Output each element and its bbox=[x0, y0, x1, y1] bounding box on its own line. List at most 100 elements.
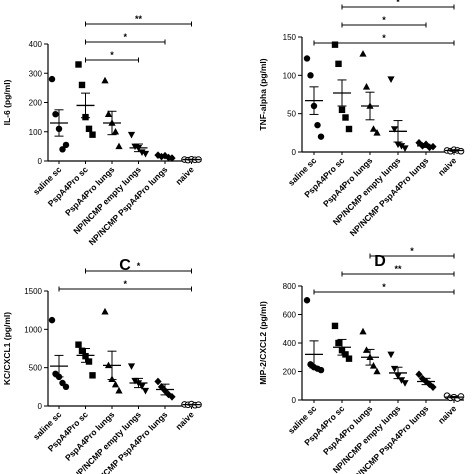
data-point bbox=[335, 60, 342, 68]
data-point bbox=[101, 76, 109, 84]
data-point bbox=[373, 129, 381, 136]
data-point bbox=[111, 380, 120, 388]
y-axis-label: MIP-2/CXCL2 (pg/ml) bbox=[258, 301, 268, 385]
y-axis-label: IL-6 (pg/ml) bbox=[2, 79, 12, 125]
y-tick-label: 800 bbox=[283, 282, 297, 291]
data-point bbox=[359, 50, 367, 57]
y-tick-label: 1500 bbox=[24, 287, 42, 296]
significance-label: * bbox=[382, 15, 386, 25]
data-point bbox=[78, 347, 86, 354]
data-point bbox=[338, 106, 346, 114]
y-axis-label: TNF-alpha (pg/ml) bbox=[258, 58, 268, 130]
y-tick-label: 400 bbox=[283, 339, 297, 348]
data-point bbox=[141, 387, 150, 395]
significance-label: * bbox=[382, 282, 386, 292]
y-tick-label: 100 bbox=[29, 128, 43, 137]
category-label: naive bbox=[173, 409, 196, 432]
significance-label: * bbox=[123, 32, 127, 42]
data-point bbox=[154, 151, 162, 159]
data-point bbox=[85, 125, 93, 133]
data-point bbox=[415, 370, 423, 379]
data-point bbox=[373, 367, 381, 375]
data-point bbox=[75, 341, 82, 348]
data-point bbox=[85, 358, 93, 365]
data-point bbox=[342, 351, 349, 358]
significance-label: * bbox=[123, 279, 127, 289]
y-tick-label: 50 bbox=[287, 110, 296, 119]
data-point bbox=[362, 83, 371, 90]
data-point bbox=[369, 125, 378, 132]
data-point bbox=[52, 111, 59, 118]
significance-label: * bbox=[382, 33, 386, 43]
category-label: PspA4Pro lungs bbox=[321, 155, 375, 209]
data-point bbox=[78, 81, 86, 89]
significance-label: ** bbox=[394, 264, 402, 274]
data-point bbox=[115, 142, 123, 150]
data-point bbox=[345, 355, 353, 362]
significance-label: ** bbox=[135, 14, 143, 24]
category-label: naive bbox=[436, 155, 459, 178]
data-point bbox=[342, 114, 349, 121]
data-point bbox=[457, 393, 465, 400]
y-tick-label: 0 bbox=[292, 148, 297, 157]
data-point bbox=[331, 41, 339, 48]
data-point bbox=[138, 383, 146, 390]
data-point bbox=[104, 110, 113, 117]
y-tick-label: 500 bbox=[29, 364, 43, 373]
data-point bbox=[48, 316, 56, 324]
significance-label: * bbox=[396, 0, 400, 7]
data-point bbox=[317, 133, 325, 140]
data-point bbox=[307, 72, 314, 79]
y-tick-label: 150 bbox=[283, 33, 297, 42]
data-point bbox=[401, 380, 409, 387]
data-point bbox=[314, 121, 321, 129]
data-point bbox=[387, 351, 395, 359]
data-point bbox=[397, 143, 406, 150]
data-point bbox=[101, 307, 109, 315]
data-point bbox=[168, 154, 176, 162]
category-label: naive bbox=[436, 403, 459, 426]
data-point bbox=[62, 383, 70, 391]
data-point bbox=[335, 339, 342, 347]
data-point bbox=[62, 141, 70, 149]
significance-label: * bbox=[110, 50, 114, 60]
category-label: naive bbox=[173, 164, 196, 187]
data-point bbox=[168, 393, 176, 401]
data-point bbox=[387, 76, 395, 83]
data-point bbox=[141, 150, 150, 158]
data-point bbox=[303, 55, 311, 62]
y-tick-label: 0 bbox=[38, 157, 43, 166]
y-tick-label: 200 bbox=[283, 368, 297, 377]
data-point bbox=[89, 372, 96, 379]
y-axis-label: KC/CXCL1 (pg/ml) bbox=[2, 312, 12, 385]
data-point bbox=[127, 131, 136, 139]
data-point bbox=[457, 147, 465, 155]
data-point bbox=[429, 142, 437, 151]
data-point bbox=[390, 126, 399, 133]
data-point bbox=[131, 377, 139, 385]
category-label: PspA4Pro lungs bbox=[321, 403, 375, 457]
y-tick-label: 0 bbox=[292, 396, 297, 405]
y-tick-label: 0 bbox=[38, 402, 43, 411]
data-point bbox=[59, 146, 66, 153]
data-point bbox=[345, 125, 353, 133]
data-point bbox=[317, 366, 325, 374]
y-tick-label: 600 bbox=[283, 311, 297, 320]
data-point bbox=[48, 75, 56, 83]
data-point bbox=[127, 363, 136, 370]
data-point bbox=[111, 127, 120, 135]
data-point bbox=[429, 383, 437, 391]
data-point bbox=[401, 145, 409, 152]
y-tick-label: 100 bbox=[283, 71, 297, 80]
data-point bbox=[359, 327, 367, 335]
significance-label: * bbox=[410, 246, 414, 256]
significance-label: * bbox=[137, 261, 141, 271]
data-point bbox=[331, 322, 339, 330]
data-point bbox=[154, 377, 162, 386]
y-tick-label: 300 bbox=[29, 69, 43, 78]
